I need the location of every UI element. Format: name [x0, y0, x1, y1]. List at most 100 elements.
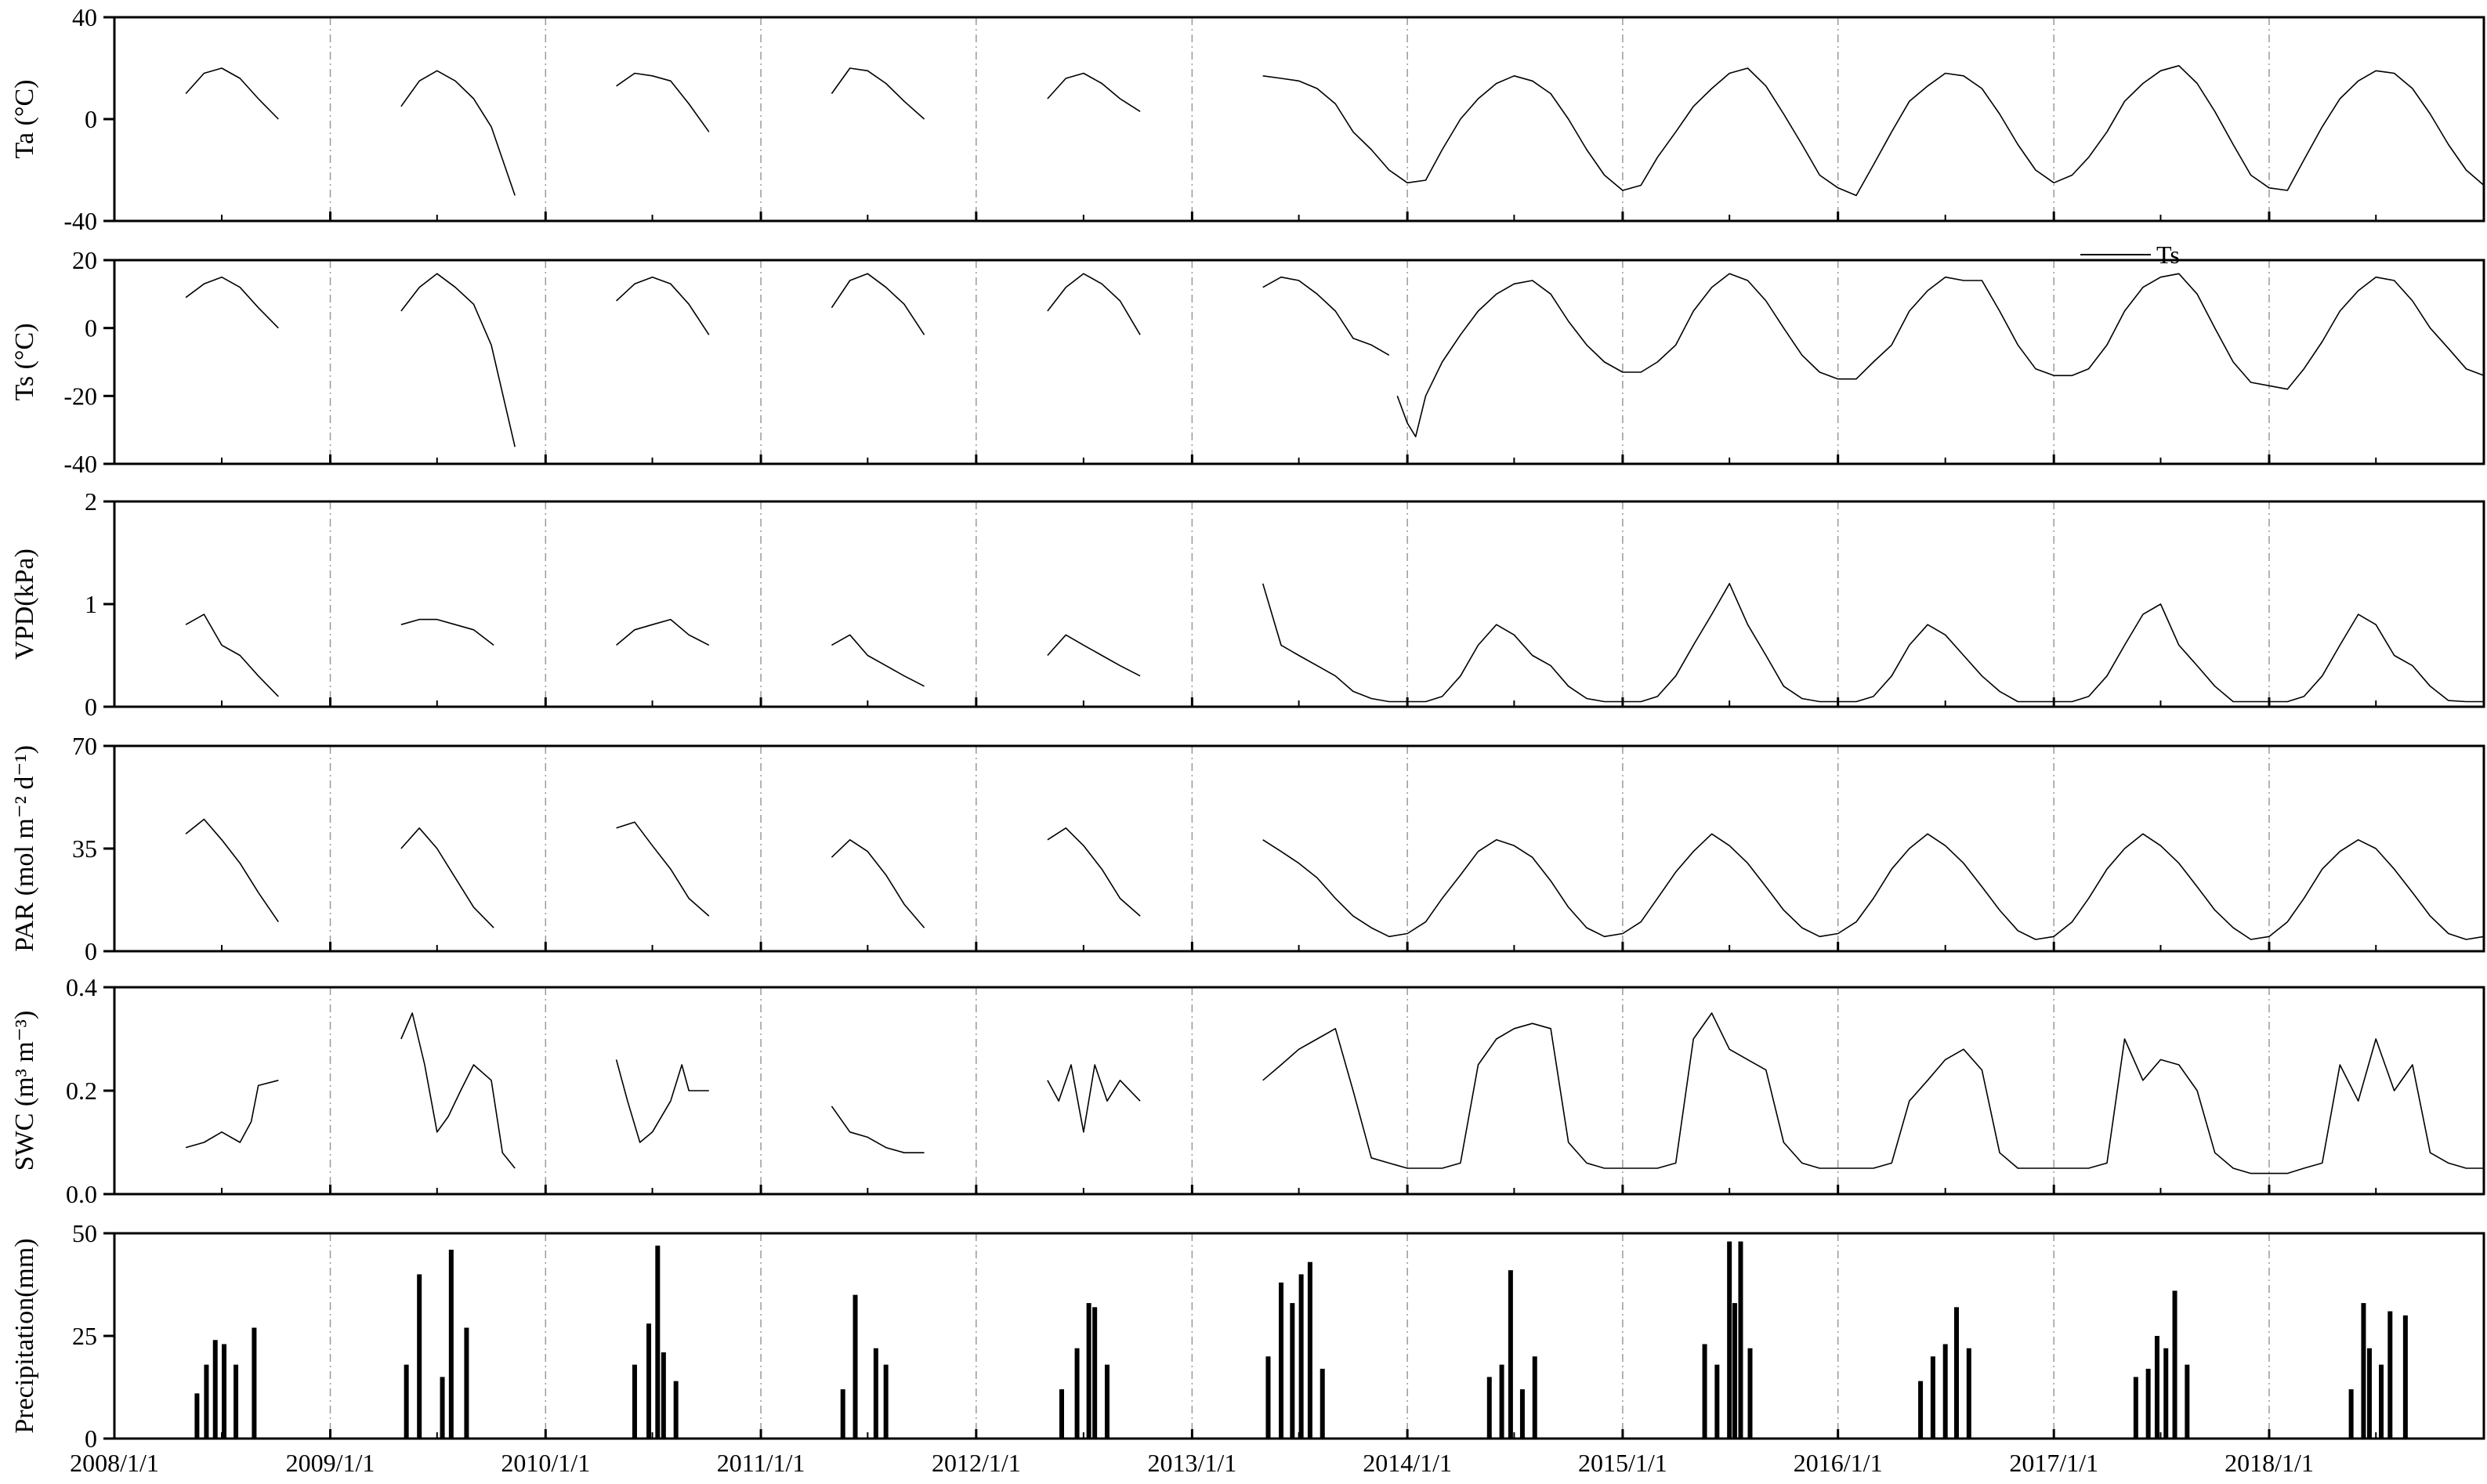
- precip-bar: [661, 1352, 666, 1439]
- precip-bar: [2348, 1389, 2354, 1439]
- precip-bar: [2379, 1364, 2384, 1439]
- precip-bar: [1508, 1270, 1513, 1439]
- panel-ts: 20 0 -20 -40 Ts (°C): [10, 246, 2485, 478]
- precip-bar: [873, 1348, 878, 1439]
- panel-vpd: 2 1 0 VPD(kPa): [10, 487, 2485, 721]
- precip-bar: [1966, 1348, 1971, 1439]
- x-axis: 2008/1/1 2009/1/1 2010/1/1 2011/1/1 2012/1/1…: [70, 1449, 2314, 1477]
- x-tick-label: 2014/1/1: [1363, 1449, 1452, 1477]
- series-line-ta: [185, 67, 279, 120]
- y-axis-label: VPD(kPa): [10, 548, 39, 660]
- precip-bar: [1104, 1364, 1110, 1439]
- precip-bar: [632, 1364, 637, 1439]
- series-line-vpd: [400, 618, 494, 646]
- precip-bar: [1290, 1303, 1295, 1439]
- series-line-swc: [831, 1106, 925, 1153]
- y-axis-label: Ts (°C): [10, 323, 39, 400]
- series-line-ta: [1262, 65, 2485, 197]
- y-tick-label: 50: [72, 1219, 97, 1247]
- series-line-vpd: [1047, 634, 1141, 677]
- series-line-ts: [400, 273, 516, 447]
- y-axis-label: Ta (°C): [10, 80, 39, 159]
- precip-bar: [1532, 1356, 1537, 1439]
- series-line-par: [400, 827, 494, 928]
- precip-bar: [883, 1364, 889, 1439]
- y-tick-label: 1: [85, 590, 97, 618]
- precip-bar: [2185, 1364, 2190, 1439]
- series-line-swc: [615, 1059, 709, 1143]
- precip-bar: [464, 1327, 469, 1439]
- y-tick-label: 0.0: [66, 1180, 97, 1208]
- precip-bar: [1714, 1364, 1720, 1439]
- precip-bar: [646, 1323, 652, 1439]
- legend-label-ts: Ts: [2156, 241, 2180, 269]
- precip-bar: [840, 1389, 845, 1439]
- series-line-vpd: [616, 618, 710, 646]
- precip-bar: [1953, 1307, 1959, 1439]
- panel-frame: [113, 16, 2485, 223]
- x-tick-label: 2010/1/1: [501, 1449, 590, 1477]
- series-line-ts: [616, 276, 710, 335]
- y-tick-label: 25: [72, 1322, 97, 1350]
- precip-bar: [1307, 1261, 1312, 1439]
- y-tick-label: 35: [72, 834, 97, 863]
- x-tick-label: 2009/1/1: [286, 1449, 375, 1477]
- y-tick-label: 0: [85, 314, 97, 342]
- panel-swc: 0.4 0.2 0.0 SWC (m³ m⁻³): [10, 973, 2485, 1208]
- y-tick-label: -40: [63, 450, 97, 478]
- precip-bar: [1320, 1368, 1325, 1439]
- precip-bar: [2163, 1348, 2169, 1439]
- precip-bar: [212, 1340, 218, 1439]
- y-tick-label: 70: [72, 732, 97, 760]
- series-line-ta: [831, 67, 925, 120]
- panel-frame: [113, 744, 2485, 953]
- x-tick-label: 2008/1/1: [70, 1449, 159, 1477]
- y-tick-label: 0.2: [66, 1077, 97, 1105]
- precip-bar: [1747, 1348, 1753, 1439]
- series-line-swc: [1047, 1064, 1141, 1133]
- precip-bar: [404, 1364, 409, 1439]
- series-line-ts: [1396, 273, 2485, 438]
- chart-panels: 40 0 -40 Ta (°C) 20 0 -20 -40 Ts (°C) 2 1 0 VPD(kPa)…: [10, 3, 2485, 1453]
- precip-bar: [233, 1364, 239, 1439]
- series-line-swc: [400, 1012, 516, 1169]
- precip-bar: [1732, 1303, 1737, 1439]
- precip-bar: [1298, 1274, 1304, 1439]
- y-tick-label: 0.4: [66, 973, 97, 1001]
- panel-frame: [113, 500, 2485, 708]
- y-axis-label: Precipitation(mm): [10, 1238, 39, 1433]
- series-line-par: [831, 839, 925, 928]
- y-tick-label: 20: [72, 246, 97, 274]
- precip-bar: [2154, 1336, 2159, 1439]
- y-tick-label: 2: [85, 487, 97, 516]
- series-line-vpd: [831, 634, 925, 687]
- series-line-ta: [616, 72, 710, 132]
- precip-bar: [222, 1344, 227, 1439]
- panel-ta: 40 0 -40 Ta (°C): [10, 3, 2485, 235]
- precip-bar: [2172, 1290, 2177, 1439]
- x-tick-label: 2013/1/1: [1147, 1449, 1236, 1477]
- precip-bar: [2133, 1377, 2138, 1439]
- precip-bar: [2145, 1368, 2151, 1439]
- series-line-ta: [1047, 72, 1141, 112]
- y-tick-label: 0: [85, 1424, 97, 1453]
- series-line-par: [616, 821, 710, 917]
- series-line-swc: [1262, 1012, 2484, 1175]
- precip-bar: [1930, 1356, 1935, 1439]
- y-axis-label: SWC (m³ m⁻³): [10, 1011, 39, 1171]
- series-line-par: [1047, 827, 1141, 917]
- precip-bar: [655, 1245, 661, 1439]
- precip-bar: [1918, 1381, 1924, 1439]
- precip-bar: [1486, 1377, 1492, 1439]
- series-line-ta: [400, 70, 516, 196]
- series-line-ts: [831, 273, 925, 335]
- series-line-vpd: [1262, 582, 2484, 703]
- y-tick-label: 0: [85, 693, 97, 721]
- precip-bar: [448, 1249, 454, 1439]
- series-line-ts: [1047, 273, 1141, 335]
- precip-bar: [1499, 1364, 1504, 1439]
- precip-bar: [1059, 1389, 1064, 1439]
- precip-bar: [2402, 1315, 2408, 1439]
- precip-bar: [1279, 1282, 1284, 1439]
